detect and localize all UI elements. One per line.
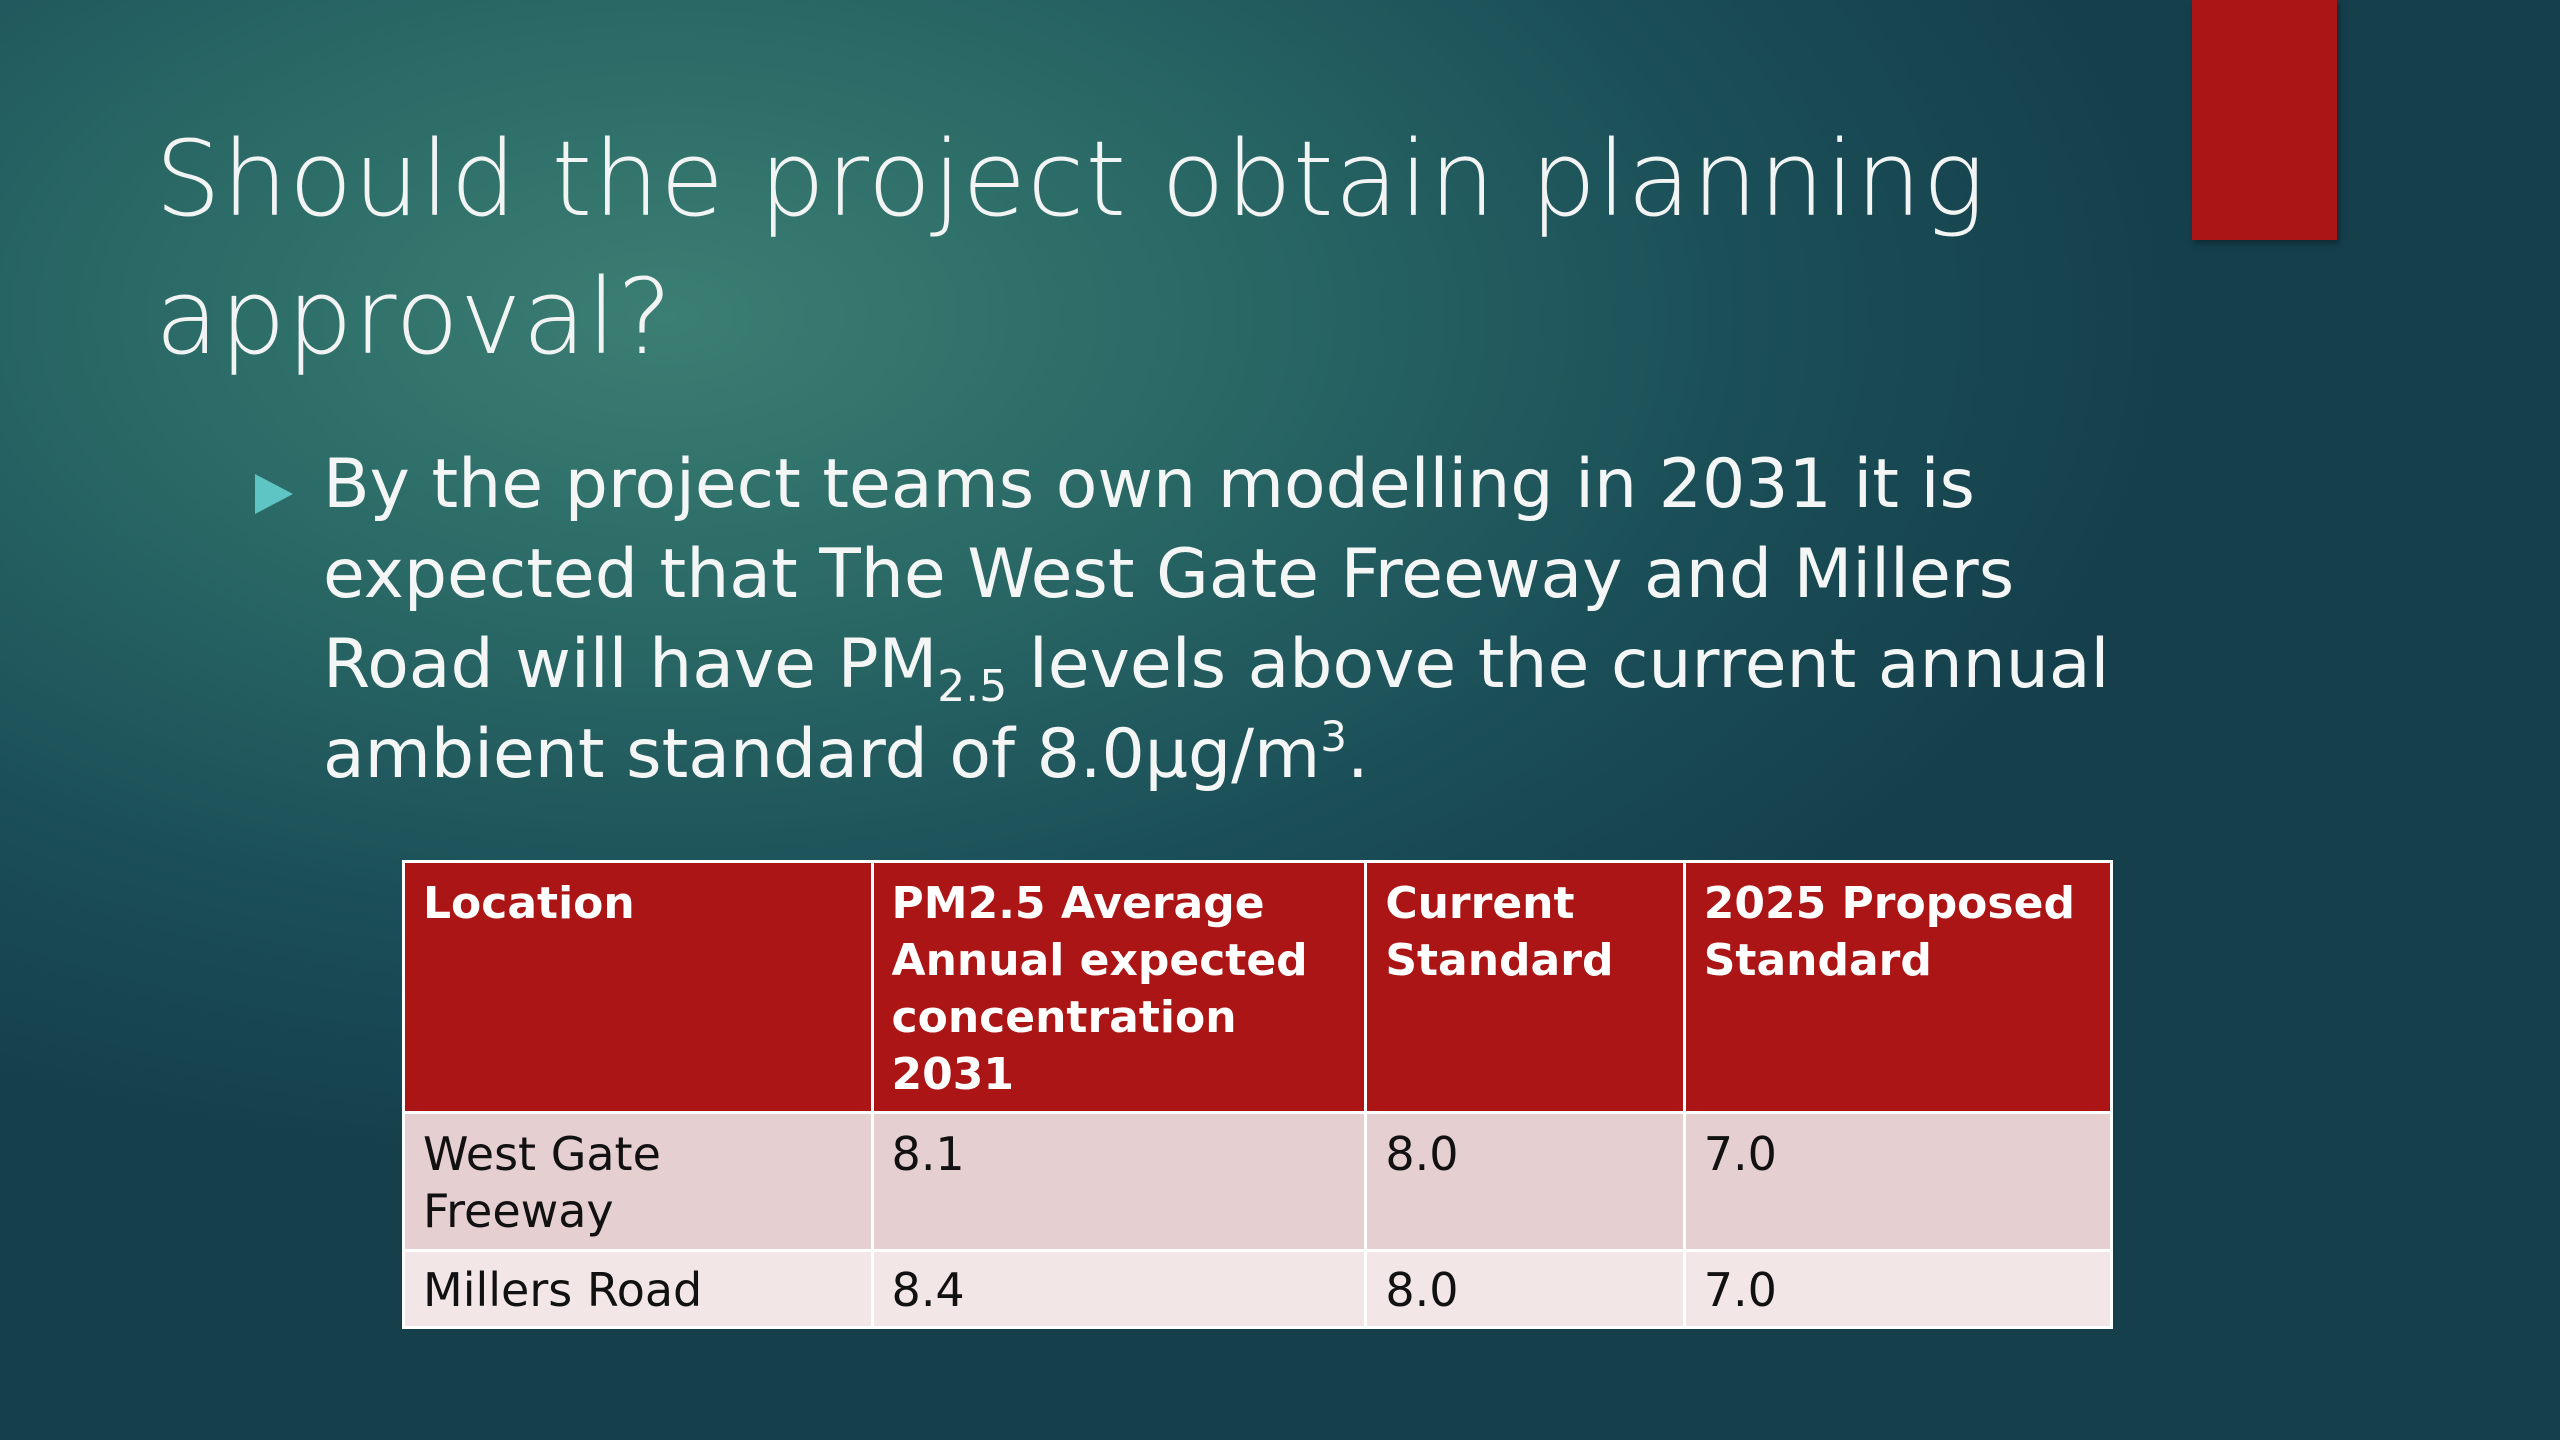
table-row: Millers Road 8.4 8.0 7.0 [402,1249,2114,1329]
slide-title: Should the project obtain planning appro… [155,118,1986,378]
header-current-standard: Current Standard [1364,860,1686,1114]
triangle-bullet-icon [255,474,293,514]
table-header-row: Location PM2.5 Average Annual expected c… [402,860,2114,1114]
bullet-text-end: . [1347,715,1369,794]
table-cell-pm25: 8.1 [870,1111,1368,1252]
header-pm25-average: PM2.5 Average Annual expected concentrat… [870,860,1368,1114]
table-row: West Gate Freeway 8.1 8.0 7.0 [402,1111,2114,1252]
table-cell-pm25: 8.4 [870,1249,1368,1329]
header-location: Location [402,860,874,1114]
bullet-text: By the project teams own modelling in 20… [323,440,2185,800]
accent-bar [2192,0,2337,240]
table-cell-location: West Gate Freeway [402,1111,874,1252]
bullet-item: By the project teams own modelling in 20… [255,440,2185,800]
header-proposed-standard: 2025 Proposed Standard [1682,860,2114,1114]
pm-subscript: 2.5 [937,661,1008,712]
table-cell-location: Millers Road [402,1249,874,1329]
table-cell-current-standard: 8.0 [1364,1249,1686,1329]
table-cell-proposed-standard: 7.0 [1682,1111,2114,1252]
pm25-table: Location PM2.5 Average Annual expected c… [402,860,2114,1329]
table-cell-current-standard: 8.0 [1364,1111,1686,1252]
table-cell-proposed-standard: 7.0 [1682,1249,2114,1329]
bullet-text-continued: levels above the current annual ambient … [323,625,2110,794]
bullet-text-main: By the project teams own modelling in 20… [323,445,2015,704]
unit-superscript: 3 [1320,712,1348,761]
